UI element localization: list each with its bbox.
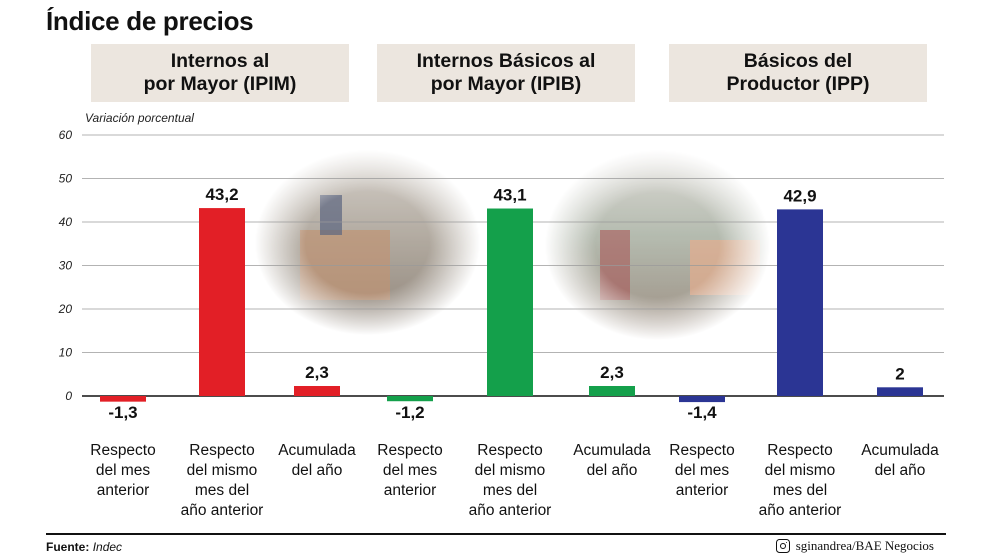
category-label: del mes xyxy=(675,462,730,479)
category-label: Respecto xyxy=(90,442,155,459)
panel-header-line1: Internos Básicos al xyxy=(416,50,596,72)
y-tick-label: 50 xyxy=(59,172,73,186)
source-note: Fuente: Indec xyxy=(46,540,122,554)
data-label: 43,1 xyxy=(493,186,526,205)
data-label: 42,9 xyxy=(783,186,816,205)
category-label: año anterior xyxy=(759,502,842,519)
data-label: -1,2 xyxy=(395,403,424,422)
source-label: Fuente: xyxy=(46,540,90,554)
bar xyxy=(777,209,823,396)
bar xyxy=(877,387,923,396)
category-label: mes del xyxy=(773,482,827,499)
y-tick-label: 20 xyxy=(58,302,73,316)
data-label: 2,3 xyxy=(305,363,329,382)
category-label: Respecto xyxy=(377,442,442,459)
panel-header-ipib: Internos Básicos al por Mayor (IPIB) xyxy=(377,44,635,102)
y-tick-label: 10 xyxy=(59,346,73,360)
category-label: mes del xyxy=(483,482,537,499)
category-label: Respecto xyxy=(477,442,542,459)
category-label: del año xyxy=(875,462,926,479)
panel-header-line2: Productor (IPP) xyxy=(726,73,870,95)
footer-divider xyxy=(46,533,946,535)
category-label: año anterior xyxy=(181,502,264,519)
credit: sginandrea/BAE Negocios xyxy=(775,538,934,554)
category-label: del año xyxy=(292,462,343,479)
category-label: Acumulada xyxy=(861,442,939,459)
panel-header-line1: Básicos del xyxy=(743,50,853,72)
category-label: anterior xyxy=(676,482,729,499)
bar xyxy=(294,385,340,396)
panel-header-ipp: Básicos del Productor (IPP) xyxy=(669,44,927,102)
chart-title: Índice de precios xyxy=(46,6,254,36)
panel-header-line2: por Mayor (IPIB) xyxy=(430,73,582,95)
bar xyxy=(100,396,146,402)
category-label: año anterior xyxy=(469,502,552,519)
bar xyxy=(589,385,635,396)
category-label: mes del xyxy=(195,482,249,499)
source-value: Indec xyxy=(92,540,123,554)
bar xyxy=(387,396,433,402)
panel-header-line1: Internos al xyxy=(170,50,270,72)
bar xyxy=(199,208,245,396)
data-label: 43,2 xyxy=(205,185,238,204)
category-label: del mes xyxy=(383,462,438,479)
category-label: anterior xyxy=(97,482,150,499)
category-label: del año xyxy=(587,462,638,479)
category-label: del mismo xyxy=(765,462,836,479)
data-label: -1,3 xyxy=(108,403,137,422)
panel-header-line2: por Mayor (IPIM) xyxy=(143,73,297,95)
y-tick-label: 30 xyxy=(59,259,73,273)
y-tick-label: 60 xyxy=(59,128,73,142)
category-label: Respecto xyxy=(189,442,254,459)
background-photo-supermarket xyxy=(255,150,480,335)
bar xyxy=(487,208,533,396)
y-tick-label: 0 xyxy=(65,389,72,403)
labels: -1,3 Respecto del mes anterior 43,2 Respecto d… xyxy=(90,185,939,519)
category-label: Respecto xyxy=(669,442,734,459)
background-photo-market xyxy=(545,150,770,340)
bar xyxy=(679,396,725,403)
category-label: Respecto xyxy=(767,442,832,459)
category-label: Acumulada xyxy=(278,442,356,459)
category-label: Acumulada xyxy=(573,442,651,459)
y-tick-label: 40 xyxy=(59,215,73,229)
data-label: 2 xyxy=(895,364,904,383)
instagram-icon xyxy=(775,539,790,553)
panel-header-ipim: Internos al por Mayor (IPIM) xyxy=(91,44,349,102)
credit-text: sginandrea/BAE Negocios xyxy=(795,538,934,553)
data-label: 2,3 xyxy=(600,363,624,382)
category-label: del mes xyxy=(96,462,151,479)
bars xyxy=(100,208,923,403)
category-label: anterior xyxy=(384,482,437,499)
data-label: -1,4 xyxy=(687,403,717,422)
category-label: del mismo xyxy=(187,462,258,479)
category-label: del mismo xyxy=(475,462,546,479)
y-axis-label: Variación porcentual xyxy=(85,111,194,125)
